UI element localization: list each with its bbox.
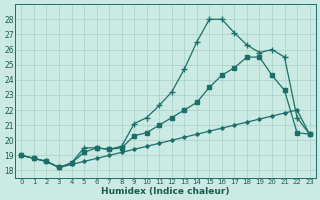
X-axis label: Humidex (Indice chaleur): Humidex (Indice chaleur)	[101, 187, 230, 196]
